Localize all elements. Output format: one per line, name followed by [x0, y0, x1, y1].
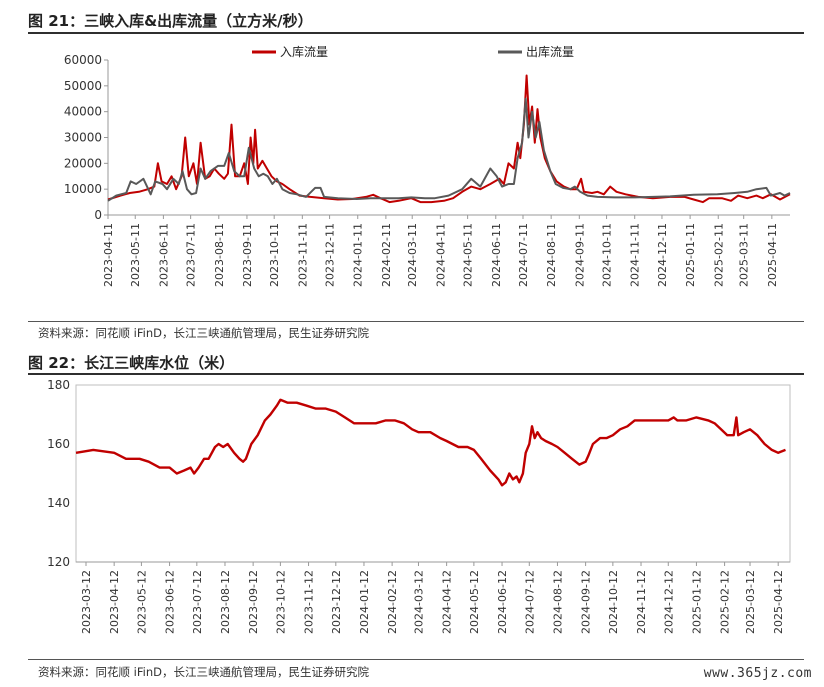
x-tick-label: 2024-02-12	[386, 570, 399, 634]
y-tick-label: 40000	[64, 105, 102, 119]
x-tick-label: 2025-01-12	[690, 570, 703, 634]
water-level-chart: 120 140 160 180 2023-03-12 2023-04-12 2023-05-…	[47, 378, 791, 634]
x-tick-label: 2023-10-11	[268, 223, 281, 287]
y-tick-label: 0	[94, 208, 102, 222]
x-tick-label: 2023-10-12	[274, 570, 287, 634]
x-tick-label: 2024-04-11	[434, 223, 447, 287]
x-tick-label: 2024-10-12	[607, 570, 620, 634]
y-tick-label: 60000	[64, 53, 102, 67]
legend-label-2: 出库流量	[526, 44, 574, 59]
x-tick-label: 2023-04-11	[102, 223, 115, 287]
x-tick-label: 2025-03-12	[744, 570, 757, 634]
figure-22-source-rule	[28, 659, 804, 660]
x-tick-label: 2024-06-12	[496, 570, 509, 634]
x-tick-label: 2024-08-12	[551, 570, 564, 634]
x-tick-label: 2023-12-12	[330, 570, 343, 634]
x-tick-label: 2024-05-11	[462, 223, 475, 287]
x-tick-label: 2023-07-12	[191, 570, 204, 634]
x-tick-label: 2023-11-12	[303, 570, 316, 634]
figure-22-title-rule	[28, 373, 804, 375]
y-tick-label: 50000	[64, 79, 102, 93]
x-tick-label: 2024-01-11	[352, 223, 365, 287]
x-tick-label: 2024-04-12	[441, 570, 454, 634]
x-tick-label: 2024-11-11	[629, 223, 642, 287]
x-tick-label: 2023-06-11	[157, 223, 170, 287]
x-tick-label: 2024-10-11	[601, 223, 614, 287]
figure-21-title: 图 21：三峡入库&出库流量（立方米/秒）	[28, 12, 313, 30]
y-tick-label: 140	[47, 496, 70, 510]
x-tick-label: 2025-04-12	[772, 570, 785, 634]
x-tick-label: 2023-06-12	[164, 570, 177, 634]
x-tick-label: 2023-09-12	[247, 570, 260, 634]
x-tick-label: 2024-09-11	[573, 223, 586, 287]
x-tick-label: 2025-02-11	[712, 223, 725, 287]
x-tick-label: 2024-01-12	[358, 570, 371, 634]
figure-22-source: 资料来源：同花顺 iFinD，长江三峡通航管理局，民生证券研究院	[38, 665, 369, 679]
x-tick-label: 2023-09-11	[241, 223, 254, 287]
x-tick-label: 2024-09-12	[580, 570, 593, 634]
x-tick-label: 2025-03-11	[738, 223, 751, 287]
x-tick-label: 2023-11-11	[296, 223, 309, 287]
x-tick-label: 2025-04-11	[766, 223, 779, 287]
x-tick-label: 2025-02-12	[719, 570, 732, 634]
series-line-2	[107, 97, 791, 202]
y-tick-label: 160	[47, 437, 70, 451]
series-line-1	[75, 398, 786, 487]
figure-21-title-rule	[28, 32, 804, 34]
x-tick-label: 2023-08-11	[213, 223, 226, 287]
x-tick-label: 2024-03-11	[406, 223, 419, 287]
x-tick-label: 2024-06-11	[490, 223, 503, 287]
flow-chart: 0 10000 20000 30000 40000 50000 60000 2023-04-1…	[64, 44, 791, 287]
series-line-1	[107, 74, 791, 204]
x-tick-label: 2024-07-11	[517, 223, 530, 287]
figure-21-source-rule	[28, 321, 804, 322]
figure-21-source: 资料来源：同花顺 iFinD，长江三峡通航管理局，民生证券研究院	[38, 326, 369, 340]
figure-22-title: 图 22：长江三峡库水位（米）	[28, 354, 235, 372]
y-tick-label: 20000	[64, 156, 102, 170]
legend-label-1: 入库流量	[280, 44, 328, 59]
x-tick-label: 2024-03-12	[412, 570, 425, 634]
x-tick-label: 2024-02-11	[380, 223, 393, 287]
x-tick-label: 2023-12-11	[324, 223, 337, 287]
x-tick-label: 2023-05-12	[135, 570, 148, 634]
plot-frame	[75, 384, 791, 563]
x-tick-label: 2023-07-11	[185, 223, 198, 287]
x-tick-label: 2024-08-11	[545, 223, 558, 287]
x-tick-label: 2023-05-11	[129, 223, 142, 287]
y-tick-label: 180	[47, 378, 70, 392]
watermark: www.365jz.com	[703, 666, 812, 681]
y-tick-label: 10000	[64, 182, 102, 196]
x-tick-label: 2024-07-12	[523, 570, 536, 634]
x-tick-label: 2023-08-12	[219, 570, 232, 634]
x-tick-label: 2024-12-12	[662, 570, 675, 634]
x-tick-label: 2025-01-11	[684, 223, 697, 287]
x-tick-label: 2024-12-11	[656, 223, 669, 287]
x-tick-label: 2024-11-12	[635, 570, 648, 634]
y-tick-label: 30000	[64, 131, 102, 145]
x-tick-label: 2023-04-12	[108, 570, 121, 634]
x-tick-label: 2023-03-12	[80, 570, 93, 634]
y-tick-label: 120	[47, 555, 70, 569]
x-tick-label: 2024-05-12	[468, 570, 481, 634]
